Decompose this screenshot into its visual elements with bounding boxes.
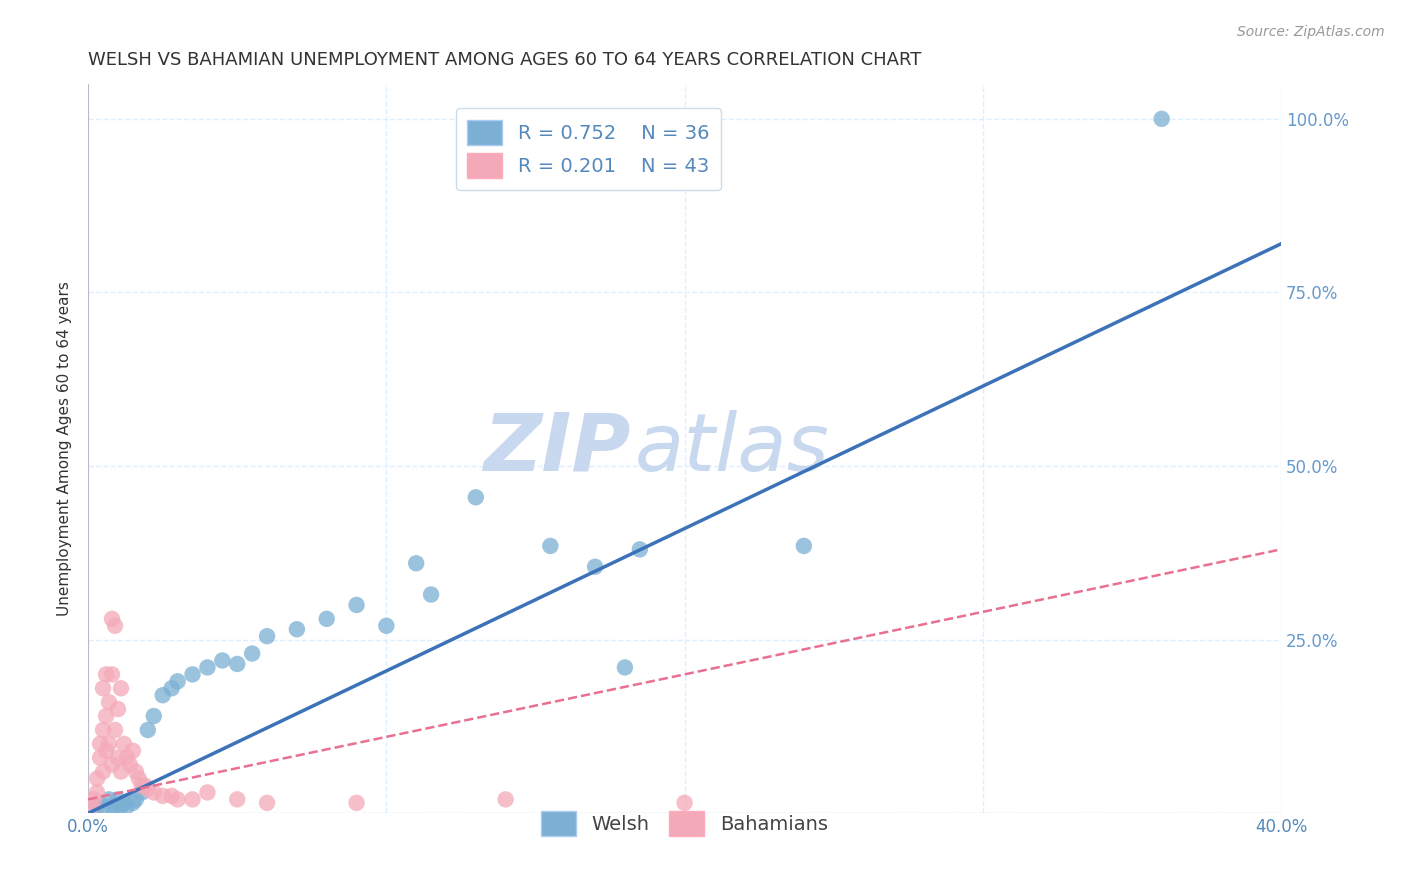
Point: [91, 764, 114, 779]
Point: [101, 799, 124, 814]
Point: [80, 799, 103, 814]
Point: [346, 598, 368, 612]
Point: [211, 653, 233, 667]
Point: [181, 792, 204, 806]
Point: [91, 681, 114, 696]
Text: Source: ZipAtlas.com: Source: ZipAtlas.com: [1237, 25, 1385, 39]
Point: [142, 709, 165, 723]
Point: [107, 792, 129, 806]
Point: [98, 737, 121, 751]
Point: [240, 647, 263, 661]
Point: [131, 779, 153, 793]
Point: [91, 723, 114, 737]
Point: [104, 723, 127, 737]
Point: [110, 764, 132, 779]
Point: [115, 750, 138, 764]
Point: [89, 750, 111, 764]
Point: [160, 789, 183, 803]
Point: [101, 757, 124, 772]
Point: [86, 772, 108, 786]
Point: [315, 612, 337, 626]
Point: [538, 539, 561, 553]
Point: [110, 799, 132, 814]
Point: [136, 723, 159, 737]
Point: [152, 789, 174, 803]
Point: [166, 792, 188, 806]
Point: [89, 737, 111, 751]
Point: [793, 539, 815, 553]
Text: atlas: atlas: [634, 409, 830, 488]
Point: [152, 688, 174, 702]
Point: [125, 764, 148, 779]
Text: ZIP: ZIP: [484, 409, 631, 488]
Point: [285, 622, 308, 636]
Point: [628, 542, 651, 557]
Point: [181, 667, 204, 681]
Point: [495, 792, 517, 806]
Point: [98, 695, 121, 709]
Point: [613, 660, 636, 674]
Point: [420, 588, 443, 602]
Point: [98, 792, 121, 806]
Point: [104, 619, 127, 633]
Point: [134, 779, 156, 793]
Point: [91, 799, 114, 814]
Point: [94, 709, 117, 723]
Point: [166, 674, 188, 689]
Point: [226, 792, 249, 806]
Point: [107, 750, 129, 764]
Point: [101, 612, 124, 626]
Point: [104, 799, 127, 814]
Text: WELSH VS BAHAMIAN UNEMPLOYMENT AMONG AGES 60 TO 64 YEARS CORRELATION CHART: WELSH VS BAHAMIAN UNEMPLOYMENT AMONG AGE…: [89, 51, 921, 69]
Point: [101, 667, 124, 681]
Point: [136, 781, 159, 796]
Point: [115, 799, 138, 814]
Point: [128, 772, 150, 786]
Point: [86, 799, 108, 814]
Point: [86, 785, 108, 799]
Point: [346, 796, 368, 810]
Legend: Welsh, Bahamians: Welsh, Bahamians: [533, 803, 835, 844]
Point: [94, 667, 117, 681]
Point: [405, 556, 427, 570]
Point: [131, 785, 153, 799]
Point: [226, 657, 249, 671]
Point: [118, 757, 141, 772]
Point: [112, 737, 135, 751]
Point: [94, 744, 117, 758]
Point: [125, 792, 148, 806]
Point: [107, 702, 129, 716]
Point: [256, 796, 278, 810]
Point: [375, 619, 398, 633]
Point: [464, 491, 486, 505]
Point: [197, 660, 219, 674]
Point: [83, 792, 105, 806]
Point: [1150, 112, 1173, 126]
Point: [256, 629, 278, 643]
Y-axis label: Unemployment Among Ages 60 to 64 years: Unemployment Among Ages 60 to 64 years: [58, 281, 72, 616]
Point: [160, 681, 183, 696]
Point: [110, 681, 132, 696]
Point: [197, 785, 219, 799]
Point: [142, 785, 165, 799]
Point: [112, 796, 135, 810]
Point: [122, 796, 145, 810]
Point: [673, 796, 696, 810]
Point: [583, 559, 606, 574]
Point: [122, 744, 145, 758]
